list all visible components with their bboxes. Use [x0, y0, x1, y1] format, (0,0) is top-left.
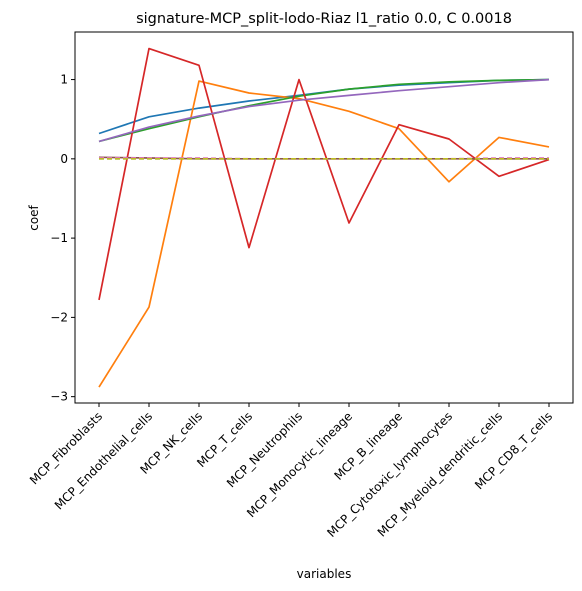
series-line-2	[98, 78, 550, 143]
y-tick-label: 1	[60, 73, 68, 87]
chart-title: signature-MCP_split-lodo-Riaz l1_ratio 0…	[136, 11, 512, 27]
y-axis-label: coef	[27, 204, 41, 230]
series-line-3	[98, 47, 550, 301]
series-line-4	[98, 78, 550, 143]
y-tick-label: 0	[60, 152, 68, 166]
y-tick-label: −2	[50, 310, 68, 324]
y-tick-label: −3	[50, 390, 68, 404]
series-line-0	[98, 78, 550, 135]
series-layer	[98, 47, 550, 388]
series-line-1	[98, 80, 550, 388]
y-axis-ticks: −3 −2 −1 0 1	[50, 73, 75, 404]
plot-frame	[74, 31, 574, 404]
x-axis-ticks: MCP_FibroblastsMCP_Endothelial_cellsMCP_…	[27, 403, 555, 540]
x-tick-label: MCP_Endothelial_cells	[52, 409, 155, 512]
x-axis-label: variables	[297, 567, 352, 581]
y-tick-label: −1	[50, 231, 68, 245]
